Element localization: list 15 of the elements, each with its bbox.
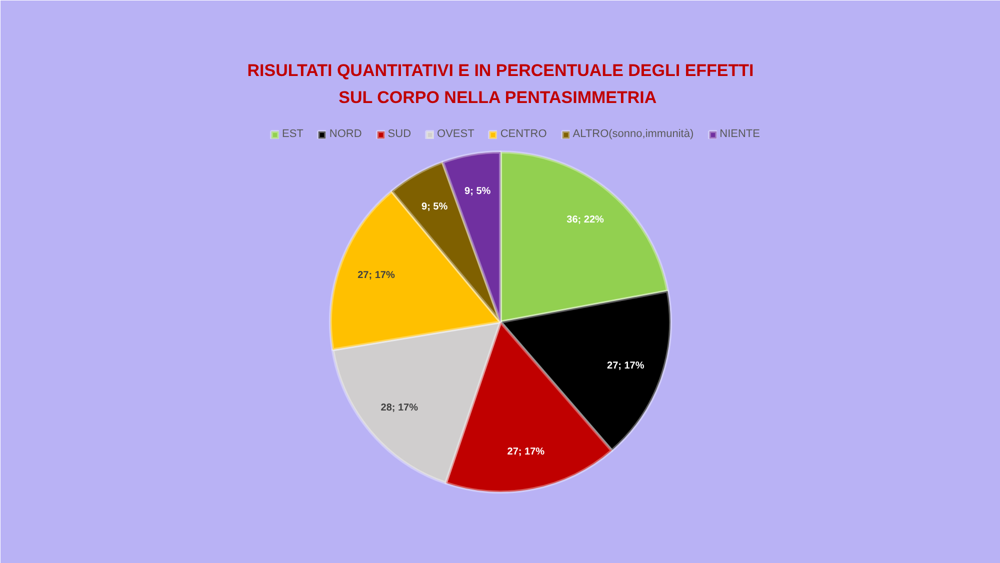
data-label: 27; 17% [358, 270, 395, 282]
legend-label: EST [282, 128, 304, 140]
data-label: 28; 17% [380, 402, 418, 414]
legend-label: OVEST [437, 128, 474, 140]
data-label: 9; 5% [422, 201, 448, 212]
legend-label: SUD [388, 128, 412, 140]
legend-label: NIENTE [720, 128, 760, 140]
legend-label: CENTRO [500, 128, 547, 140]
legend-label: NORD [329, 128, 362, 140]
data-label: 36; 22% [566, 214, 604, 226]
legend-label: ALTRO(sonno,immunità) [572, 128, 694, 140]
data-label: 27; 17% [607, 360, 644, 372]
data-label: 27; 17% [507, 446, 545, 458]
chart-title: RISULTATI QUANTITATIVI E IN PERCENTUALE DEGLI EFFETTI SUL CORPO NELLA PENTASIMMETRIA [247, 61, 754, 107]
data-label: 9; 5% [464, 186, 491, 197]
